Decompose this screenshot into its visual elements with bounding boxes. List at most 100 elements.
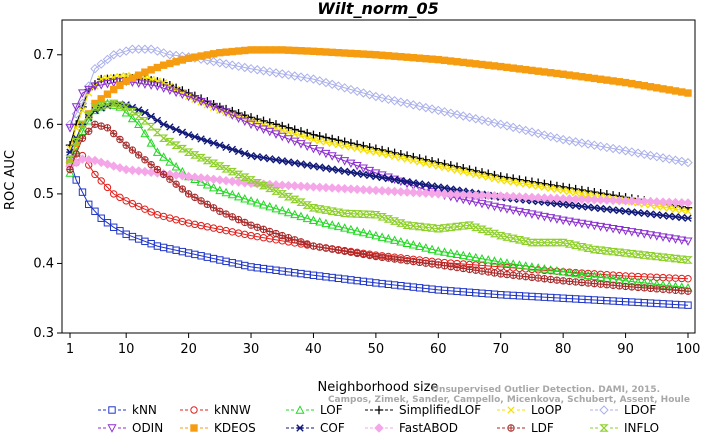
- data-point: [196, 177, 206, 186]
- data-point: [652, 232, 662, 241]
- data-point: [458, 250, 468, 260]
- data-point: [396, 236, 406, 246]
- data-point: [340, 49, 349, 57]
- data-point: [340, 209, 350, 218]
- data-point: [477, 253, 487, 263]
- data-point: [209, 50, 218, 58]
- data-point: [71, 137, 81, 146]
- data-point: [309, 130, 318, 139]
- data-point: [440, 56, 449, 65]
- data-point: [608, 224, 618, 234]
- data-point: [497, 270, 505, 278]
- data-point: [665, 212, 673, 220]
- data-point: [447, 263, 455, 271]
- data-point: [365, 50, 374, 59]
- data-point: [240, 193, 250, 203]
- legend-label: COF: [320, 421, 345, 434]
- data-point: [278, 126, 286, 134]
- data-point: [671, 205, 680, 213]
- data-point: [321, 133, 331, 142]
- data-point: [684, 275, 692, 283]
- data-point: [665, 86, 673, 94]
- data-point: [197, 197, 205, 205]
- data-point: [614, 248, 624, 257]
- data-point: [240, 62, 250, 73]
- data-point: [515, 179, 524, 187]
- data-point: [216, 207, 224, 215]
- data-point: [384, 52, 393, 60]
- data-point: [503, 63, 511, 72]
- data-point: [652, 197, 662, 207]
- data-point: [502, 191, 512, 201]
- data-point: [403, 53, 411, 61]
- data-point: [65, 119, 75, 130]
- data-point: [665, 286, 673, 294]
- data-point: [453, 58, 461, 66]
- data-point: [340, 167, 349, 175]
- data-point: [527, 210, 537, 219]
- x-tick-label: 80: [555, 342, 572, 357]
- data-point: [634, 80, 642, 89]
- data-point: [389, 217, 400, 225]
- data-point: [427, 104, 437, 114]
- data-point: [283, 180, 294, 191]
- data-point: [340, 157, 350, 166]
- data-point: [258, 181, 269, 190]
- data-point: [90, 103, 100, 111]
- data-point: [208, 159, 219, 168]
- data-point: [334, 48, 343, 57]
- data-point: [78, 188, 87, 196]
- data-point: [297, 47, 305, 55]
- data-point: [534, 274, 542, 282]
- data-point: [258, 125, 269, 134]
- data-point: [478, 60, 486, 69]
- data-point: [103, 124, 112, 132]
- data-point: [595, 141, 606, 152]
- chart-title: Wilt_norm_05: [317, 0, 438, 18]
- data-point: [359, 50, 368, 58]
- data-point: [658, 233, 668, 242]
- data-point: [190, 151, 200, 159]
- data-point: [577, 138, 587, 148]
- data-point: [228, 145, 237, 154]
- data-point: [408, 240, 418, 249]
- data-point: [590, 279, 599, 288]
- data-point: [72, 176, 80, 184]
- data-point: [583, 270, 593, 280]
- data-point: [221, 175, 231, 186]
- data-point: [183, 171, 194, 182]
- data-point: [483, 116, 493, 127]
- data-point: [290, 209, 300, 219]
- data-point: [527, 262, 537, 271]
- legend-marker: [190, 424, 198, 432]
- data-point: [209, 182, 219, 192]
- data-point: [347, 248, 355, 256]
- data-point: [352, 226, 362, 235]
- data-point: [433, 246, 443, 255]
- data-point: [327, 207, 337, 215]
- data-point: [684, 287, 692, 295]
- data-point: [221, 165, 231, 173]
- series-fastabod: [65, 154, 693, 208]
- data-point: [128, 146, 137, 154]
- data-point: [514, 124, 525, 134]
- data-point: [266, 46, 274, 54]
- data-point: [577, 269, 587, 279]
- data-point: [166, 123, 174, 131]
- data-point: [570, 194, 581, 204]
- data-point: [496, 191, 506, 201]
- data-point: [347, 168, 355, 177]
- data-point: [109, 129, 118, 138]
- x-tick-label: 100: [676, 342, 701, 357]
- data-point: [508, 234, 518, 243]
- series-cof: [66, 99, 692, 222]
- data-point: [427, 224, 437, 232]
- legend-marker: [599, 424, 609, 432]
- data-point: [578, 73, 586, 81]
- data-point: [353, 50, 361, 58]
- y-tick-label: 0.3: [33, 326, 54, 341]
- data-point: [322, 244, 330, 252]
- data-point: [203, 51, 212, 59]
- data-point: [291, 46, 299, 55]
- data-point: [347, 49, 355, 58]
